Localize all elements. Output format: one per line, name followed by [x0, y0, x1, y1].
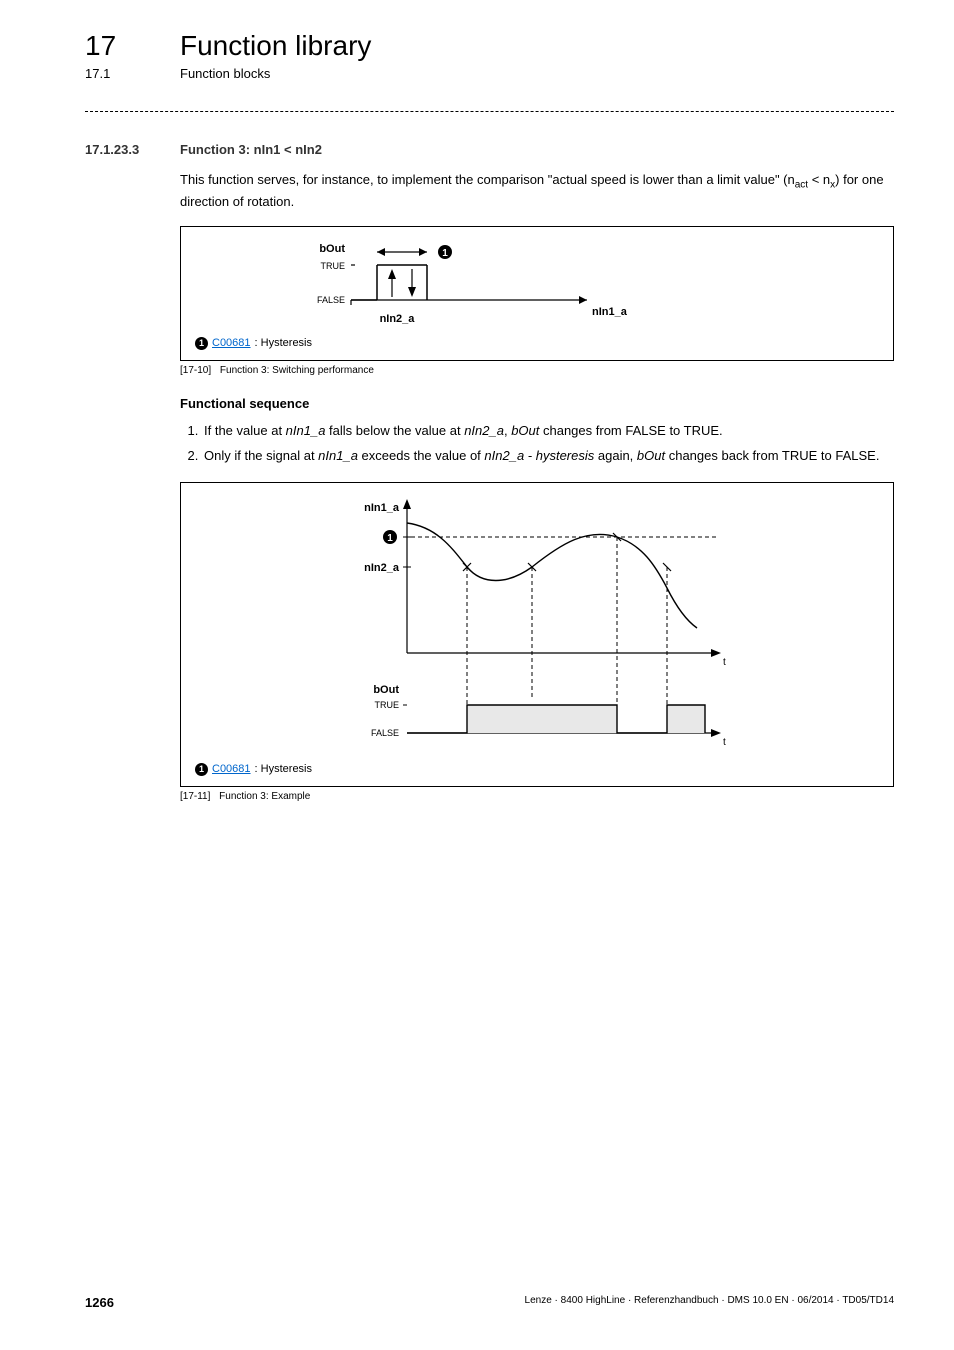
- fig2-nin2a-label: nIn2_a: [364, 562, 400, 574]
- figure-1-box: bOut TRUE FALSE nIn2_a nIn1_a 1: [180, 226, 894, 361]
- fig2-bout-label: bOut: [373, 684, 399, 696]
- figure-2-caption: [17-11] Function 3: Example: [180, 791, 894, 802]
- functional-sequence-list: If the value at nIn1_a falls below the v…: [180, 421, 894, 466]
- fig1-true-label: TRUE: [321, 261, 346, 271]
- figure-2-legend: 1 C00681 : Hysteresis: [195, 763, 879, 776]
- fig2-marker-1-icon: 1: [387, 533, 393, 544]
- intro-text-2: < n: [808, 172, 830, 187]
- fig2-nin1a-label: nIn1_a: [364, 502, 400, 514]
- subchapter-title: Function blocks: [180, 66, 270, 81]
- fig1-caption-num: [17-10]: [180, 365, 211, 376]
- figure-1-legend: 1 C00681 : Hysteresis: [195, 337, 879, 350]
- fig2-legend-link[interactable]: C00681: [212, 763, 251, 775]
- fig2-t-label-1: t: [723, 657, 726, 668]
- fig1-legend-text: : Hysteresis: [255, 337, 312, 349]
- fig2-caption-num: [17-11]: [180, 791, 210, 802]
- intro-text-1: This function serves, for instance, to i…: [180, 172, 795, 187]
- marker-1-icon: 1: [195, 763, 208, 776]
- page-footer: 1266 Lenze · 8400 HighLine · Referenzhan…: [85, 1295, 894, 1310]
- fig1-caption-text: Function 3: Switching performance: [220, 365, 374, 376]
- functional-sequence-heading: Functional sequence: [180, 396, 894, 411]
- fig1-legend-link[interactable]: C00681: [212, 337, 251, 349]
- figure-2-diagram: t nIn1_a nIn2_a 1: [195, 493, 879, 753]
- subchapter-number: 17.1: [85, 66, 180, 81]
- figure-1-diagram: bOut TRUE FALSE nIn2_a nIn1_a 1: [195, 237, 879, 327]
- fig2-true-label: TRUE: [375, 700, 400, 710]
- page-number: 1266: [85, 1295, 114, 1310]
- subchapter-header: 17.1 Function blocks: [85, 66, 894, 81]
- marker-1-icon: 1: [195, 337, 208, 350]
- fig1-marker-1-icon: 1: [442, 248, 448, 259]
- chapter-number: 17: [85, 30, 180, 62]
- section-number: 17.1.23.3: [85, 142, 180, 157]
- chapter-header: 17 Function library: [85, 30, 894, 62]
- fig2-t-label-2: t: [723, 737, 726, 748]
- list-item: If the value at nIn1_a falls below the v…: [202, 421, 894, 441]
- fig1-nin2a-label: nIn2_a: [380, 313, 416, 325]
- section-title: Function 3: nIn1 < nIn2: [180, 142, 322, 157]
- fig1-bout-label: bOut: [319, 243, 345, 255]
- intro-paragraph: This function serves, for instance, to i…: [180, 171, 894, 212]
- fig2-caption-text: Function 3: Example: [219, 791, 310, 802]
- figure-2-box: t nIn1_a nIn2_a 1: [180, 482, 894, 787]
- section-heading: 17.1.23.3 Function 3: nIn1 < nIn2: [85, 142, 894, 157]
- list-item: Only if the signal at nIn1_a exceeds the…: [202, 446, 894, 466]
- divider: [85, 111, 894, 112]
- fig2-legend-text: : Hysteresis: [255, 763, 312, 775]
- chapter-title: Function library: [180, 30, 371, 62]
- figure-1-caption: [17-10] Function 3: Switching performanc…: [180, 365, 894, 376]
- intro-sub-1: act: [795, 180, 808, 191]
- fig2-false-label: FALSE: [371, 728, 399, 738]
- footer-info: Lenze · 8400 HighLine · Referenzhandbuch…: [525, 1295, 894, 1310]
- fig1-nin1a-label: nIn1_a: [592, 306, 628, 318]
- fig1-false-label: FALSE: [317, 295, 345, 305]
